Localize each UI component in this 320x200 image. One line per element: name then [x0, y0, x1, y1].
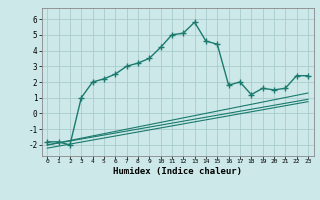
X-axis label: Humidex (Indice chaleur): Humidex (Indice chaleur) — [113, 167, 242, 176]
